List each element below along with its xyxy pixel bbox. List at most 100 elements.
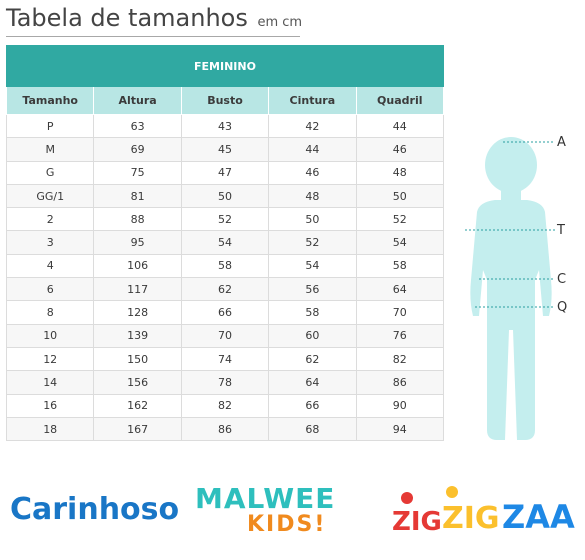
table-cell: M xyxy=(5,137,95,162)
table-cell: 68 xyxy=(268,416,357,442)
table-cell: 54 xyxy=(180,230,270,255)
table-cell: 58 xyxy=(268,300,357,325)
table-cell: 12 xyxy=(5,346,95,372)
malwee-logo-text: MALWEE xyxy=(195,482,336,515)
table-cell: 50 xyxy=(268,207,357,232)
table-row: 10 139 70 60 76 xyxy=(5,323,445,348)
table-cell: 48 xyxy=(355,160,445,185)
table-cell: 52 xyxy=(268,230,357,255)
table-cell: 128 xyxy=(93,300,182,325)
table-row: 2 88 52 50 52 xyxy=(5,207,445,232)
table-cell: 70 xyxy=(355,300,445,325)
table-cell: P xyxy=(5,113,95,139)
child-silhouette xyxy=(470,137,552,440)
table-cell: 66 xyxy=(268,393,357,418)
column-header: Busto xyxy=(180,86,270,115)
table-cell: 54 xyxy=(268,253,357,279)
title-text: Tabela de tamanhos xyxy=(6,4,248,32)
table-cell: 156 xyxy=(93,370,182,395)
table-cell: 2 xyxy=(5,207,95,232)
table-cell: 6 xyxy=(5,277,95,302)
title-divider xyxy=(6,36,300,37)
column-header: Tamanho xyxy=(5,86,95,115)
brand-logos: Carinhoso MALWEE KIDS! ZIG ZIG ZAA xyxy=(0,472,585,560)
table-group-header: FEMININO xyxy=(6,45,444,87)
table-cell: 4 xyxy=(5,253,95,279)
chest-marker-label: T xyxy=(556,223,565,238)
table-row: P 63 43 42 44 xyxy=(5,113,445,139)
logo-dot-red xyxy=(401,492,413,504)
table-cell: 50 xyxy=(180,183,270,209)
zaa-blue-text: ZAA xyxy=(502,498,575,536)
table-cell: 52 xyxy=(355,207,445,232)
table-cell: 70 xyxy=(180,323,270,348)
table-row: GG/1 81 50 48 50 xyxy=(5,183,445,209)
zig-yellow-text: ZIG xyxy=(442,501,500,536)
table-cell: 139 xyxy=(93,323,182,348)
table-row: 3 95 54 52 54 xyxy=(5,230,445,255)
table-cell: 75 xyxy=(93,160,182,185)
table-cell: 54 xyxy=(355,230,445,255)
table-cell: GG/1 xyxy=(5,183,95,209)
table-cell: 62 xyxy=(180,277,270,302)
table-cell: 150 xyxy=(93,346,182,372)
table-cell: 95 xyxy=(93,230,182,255)
table-cell: 63 xyxy=(93,113,182,139)
table-row: 14 156 78 64 86 xyxy=(5,370,445,395)
table-cell: 43 xyxy=(180,113,270,139)
table-cell: 45 xyxy=(180,137,270,162)
table-row: 8 128 66 58 70 xyxy=(5,300,445,325)
kids-logo-text: KIDS! xyxy=(247,512,327,537)
table-cell: 86 xyxy=(355,370,445,395)
table-cell: 56 xyxy=(268,277,357,302)
table-row: 18 167 86 68 94 xyxy=(5,416,445,442)
column-header: Quadril xyxy=(355,86,445,115)
page-title: Tabela de tamanhos em cm xyxy=(6,4,302,32)
table-cell: 81 xyxy=(93,183,182,209)
table-row: 4 106 58 54 58 xyxy=(5,253,445,279)
table-cell: 64 xyxy=(268,370,357,395)
table-cell: 50 xyxy=(355,183,445,209)
table-cell: 48 xyxy=(268,183,357,209)
table-cell: 86 xyxy=(180,416,270,442)
table-cell: 58 xyxy=(355,253,445,279)
table-cell: 76 xyxy=(355,323,445,348)
table-cell: 106 xyxy=(93,253,182,279)
table-cell: 117 xyxy=(93,277,182,302)
column-header: Cintura xyxy=(268,86,357,115)
table-cell: 52 xyxy=(180,207,270,232)
table-cell: 162 xyxy=(93,393,182,418)
table-cell: 14 xyxy=(5,370,95,395)
table-row: 16 162 82 66 90 xyxy=(5,393,445,418)
table-cell: 16 xyxy=(5,393,95,418)
table-cell: 62 xyxy=(268,346,357,372)
table-cell: G xyxy=(5,160,95,185)
table-cell: 18 xyxy=(5,416,95,442)
table-cell: 46 xyxy=(355,137,445,162)
table-cell: 44 xyxy=(268,137,357,162)
table-row: 12 150 74 62 82 xyxy=(5,346,445,372)
body-measurement-figure: A T C Q xyxy=(465,135,567,440)
waist-marker-label: C xyxy=(557,272,566,287)
logo-dot-yellow xyxy=(446,486,458,498)
table-row: G 75 47 46 48 xyxy=(5,160,445,185)
table-cell: 64 xyxy=(355,277,445,302)
height-marker-label: A xyxy=(557,135,566,150)
table-cell: 82 xyxy=(355,346,445,372)
table-cell: 60 xyxy=(268,323,357,348)
size-table: FEMININO Tamanho Altura Busto Cintura Qu… xyxy=(5,45,445,442)
zig-zig-zaa-logo: ZIG ZIG ZAA xyxy=(392,486,575,537)
table-cell: 82 xyxy=(180,393,270,418)
table-cell: 90 xyxy=(355,393,445,418)
hip-marker-label: Q xyxy=(557,300,567,315)
zig-red-text: ZIG xyxy=(392,507,442,537)
table-row: M 69 45 44 46 xyxy=(5,137,445,162)
table-cell: 94 xyxy=(355,416,445,442)
column-header-row: Tamanho Altura Busto Cintura Quadril xyxy=(5,86,445,115)
table-row: 6 117 62 56 64 xyxy=(5,277,445,302)
table-cell: 69 xyxy=(93,137,182,162)
table-cell: 74 xyxy=(180,346,270,372)
table-cell: 66 xyxy=(180,300,270,325)
table-cell: 10 xyxy=(5,323,95,348)
table-cell: 167 xyxy=(93,416,182,442)
